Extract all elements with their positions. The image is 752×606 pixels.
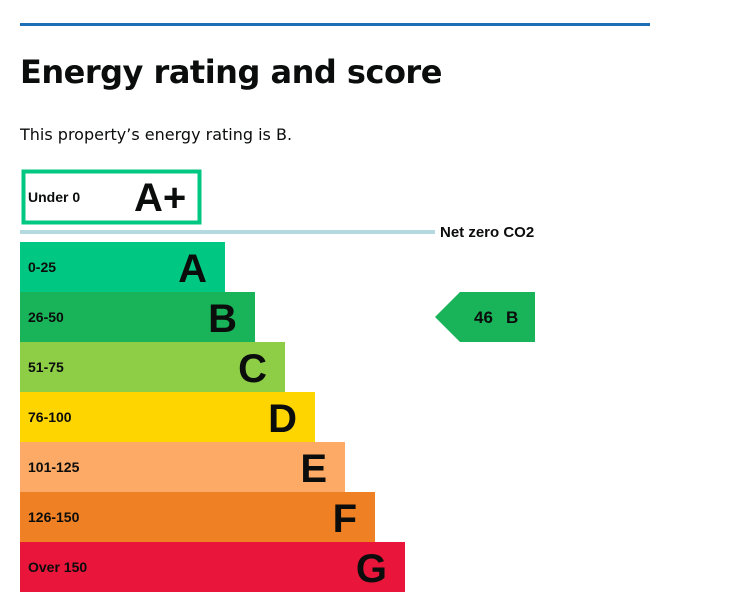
- band-c-letter: C: [238, 347, 267, 391]
- band-e-bar: [20, 442, 345, 492]
- band-a-bar: [20, 242, 225, 292]
- band-e-letter: E: [300, 447, 327, 491]
- band-a-letter: A: [178, 247, 207, 291]
- band-c-range: 51-75: [28, 359, 64, 375]
- a-plus-band-range: Under 0: [28, 189, 80, 205]
- band-f-letter: F: [333, 497, 357, 541]
- band-d-range: 76-100: [28, 409, 72, 425]
- band-e-range: 101-125: [28, 459, 80, 475]
- band-a-range: 0-25: [28, 259, 56, 275]
- band-b-bar: [20, 292, 255, 342]
- a-plus-band-letter: A+: [134, 176, 186, 220]
- rating-bands: 0-25 A 26-50 B 51-75 C 76-100 D 101-125 E 126-150 F…: [20, 242, 405, 592]
- band-d-bar: [20, 392, 315, 442]
- top-rule: [20, 23, 650, 26]
- page-title: Energy rating and score: [20, 53, 442, 91]
- band-g-range: Over 150: [28, 559, 87, 575]
- current-rating-score: 46: [474, 308, 493, 327]
- band-d-letter: D: [268, 397, 297, 441]
- band-c-bar: [20, 342, 285, 392]
- current-rating-pointer: 46 B: [435, 292, 535, 342]
- a-plus-band-box: [21, 169, 202, 225]
- band-g-letter: G: [356, 547, 387, 591]
- current-rating-letter: B: [506, 308, 518, 327]
- current-rating-arrow: [435, 292, 535, 342]
- band-g-bar: [20, 542, 405, 592]
- net-zero-label: Net zero CO2: [440, 224, 534, 241]
- band-f-bar: [20, 492, 375, 542]
- rating-sentence: This property’s energy rating is B.: [20, 125, 293, 144]
- band-b-range: 26-50: [28, 309, 64, 325]
- a-plus-band: Under 0 A+: [21, 169, 202, 225]
- band-b-letter: B: [208, 297, 237, 341]
- band-f-range: 126-150: [28, 509, 80, 525]
